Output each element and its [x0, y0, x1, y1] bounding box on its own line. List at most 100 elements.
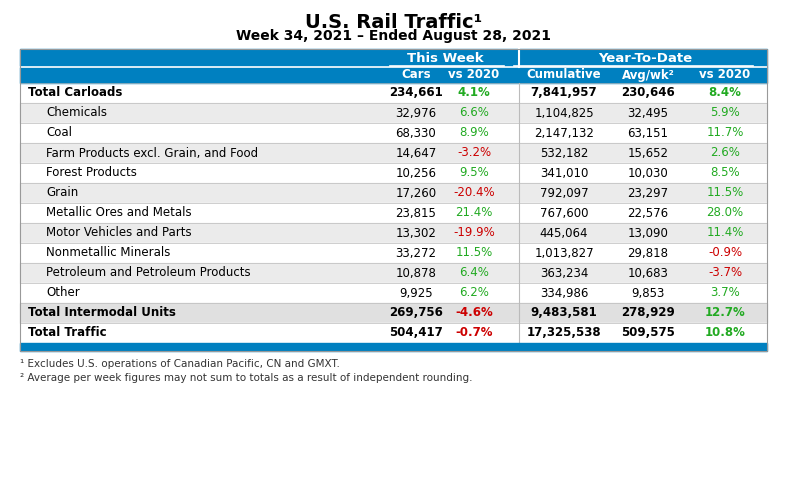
- Text: -3.2%: -3.2%: [457, 147, 491, 160]
- Text: 8.5%: 8.5%: [710, 166, 740, 179]
- Bar: [20, 323, 767, 343]
- Text: 68,330: 68,330: [396, 127, 436, 140]
- Text: Motor Vehicles and Parts: Motor Vehicles and Parts: [46, 227, 191, 240]
- Text: 22,576: 22,576: [627, 206, 669, 220]
- Bar: [20, 263, 767, 283]
- Text: 11.5%: 11.5%: [707, 186, 744, 199]
- Bar: [20, 243, 767, 263]
- Text: Week 34, 2021 – Ended August 28, 2021: Week 34, 2021 – Ended August 28, 2021: [236, 29, 551, 43]
- Text: 2,147,132: 2,147,132: [534, 127, 594, 140]
- Text: 29,818: 29,818: [627, 247, 668, 259]
- Text: Forest Products: Forest Products: [46, 166, 137, 179]
- Text: -0.9%: -0.9%: [708, 247, 742, 259]
- Text: 23,297: 23,297: [627, 186, 669, 199]
- Bar: [20, 223, 767, 243]
- Text: Cars: Cars: [401, 69, 430, 82]
- Text: vs 2020: vs 2020: [700, 69, 751, 82]
- Text: 269,756: 269,756: [389, 307, 443, 320]
- Text: 10,030: 10,030: [627, 166, 668, 179]
- Text: vs 2020: vs 2020: [449, 69, 500, 82]
- Text: 1,104,825: 1,104,825: [534, 106, 594, 119]
- Text: 28.0%: 28.0%: [707, 206, 744, 220]
- Text: 767,600: 767,600: [540, 206, 588, 220]
- Bar: [20, 303, 767, 323]
- Text: 10.8%: 10.8%: [704, 327, 745, 339]
- Text: Total Traffic: Total Traffic: [28, 327, 106, 339]
- Text: 11.7%: 11.7%: [706, 127, 744, 140]
- Text: 9,853: 9,853: [631, 286, 665, 300]
- Text: -0.7%: -0.7%: [455, 327, 493, 339]
- Text: 2.6%: 2.6%: [710, 147, 740, 160]
- Text: ¹ Excludes U.S. operations of Canadian Pacific, CN and GMXT.: ¹ Excludes U.S. operations of Canadian P…: [20, 359, 340, 369]
- Text: 445,064: 445,064: [540, 227, 588, 240]
- Text: 5.9%: 5.9%: [710, 106, 740, 119]
- Bar: [20, 203, 767, 223]
- Text: -3.7%: -3.7%: [708, 266, 742, 279]
- Bar: [20, 343, 767, 351]
- Text: 10,256: 10,256: [396, 166, 437, 179]
- Bar: [20, 163, 767, 183]
- Text: 33,272: 33,272: [396, 247, 437, 259]
- Text: Avg/wk²: Avg/wk²: [622, 69, 674, 82]
- Text: Coal: Coal: [46, 127, 72, 140]
- Bar: [20, 83, 767, 103]
- Text: 6.2%: 6.2%: [459, 286, 489, 300]
- Bar: [20, 49, 767, 67]
- Text: Farm Products excl. Grain, and Food: Farm Products excl. Grain, and Food: [46, 147, 258, 160]
- Text: 532,182: 532,182: [540, 147, 588, 160]
- Text: 14,647: 14,647: [395, 147, 437, 160]
- Bar: [20, 67, 767, 83]
- Text: Metallic Ores and Metals: Metallic Ores and Metals: [46, 206, 191, 220]
- Text: 10,878: 10,878: [396, 266, 437, 279]
- Text: -4.6%: -4.6%: [455, 307, 493, 320]
- Text: 63,151: 63,151: [627, 127, 668, 140]
- Text: Chemicals: Chemicals: [46, 106, 107, 119]
- Text: 12.7%: 12.7%: [704, 307, 745, 320]
- Text: 792,097: 792,097: [540, 186, 589, 199]
- Text: 363,234: 363,234: [540, 266, 588, 279]
- Text: Petroleum and Petroleum Products: Petroleum and Petroleum Products: [46, 266, 250, 279]
- Text: 7,841,957: 7,841,957: [530, 86, 597, 99]
- Text: 9,483,581: 9,483,581: [530, 307, 597, 320]
- Text: 6.6%: 6.6%: [459, 106, 489, 119]
- Bar: [20, 183, 767, 203]
- Bar: [20, 49, 767, 351]
- Text: -20.4%: -20.4%: [453, 186, 495, 199]
- Text: Grain: Grain: [46, 186, 78, 199]
- Text: 32,495: 32,495: [627, 106, 668, 119]
- Text: Cumulative: Cumulative: [527, 69, 601, 82]
- Text: 11.4%: 11.4%: [706, 227, 744, 240]
- Text: Total Carloads: Total Carloads: [28, 86, 122, 99]
- Text: 230,646: 230,646: [621, 86, 675, 99]
- Text: 21.4%: 21.4%: [456, 206, 493, 220]
- Text: ² Average per week figures may not sum to totals as a result of independent roun: ² Average per week figures may not sum t…: [20, 373, 472, 383]
- Text: Nonmetallic Minerals: Nonmetallic Minerals: [46, 247, 170, 259]
- Bar: [20, 283, 767, 303]
- Text: 1,013,827: 1,013,827: [534, 247, 594, 259]
- Bar: [20, 103, 767, 123]
- Text: 504,417: 504,417: [389, 327, 443, 339]
- Bar: [20, 123, 767, 143]
- Text: 15,652: 15,652: [627, 147, 668, 160]
- Text: 509,575: 509,575: [621, 327, 675, 339]
- Text: 10,683: 10,683: [627, 266, 668, 279]
- Text: 3.7%: 3.7%: [710, 286, 740, 300]
- Text: Total Intermodal Units: Total Intermodal Units: [28, 307, 176, 320]
- Text: -19.9%: -19.9%: [453, 227, 495, 240]
- Text: 4.1%: 4.1%: [457, 86, 490, 99]
- Text: 13,302: 13,302: [396, 227, 437, 240]
- Text: 9,925: 9,925: [399, 286, 433, 300]
- Text: U.S. Rail Traffic¹: U.S. Rail Traffic¹: [305, 13, 482, 32]
- Text: 13,090: 13,090: [627, 227, 668, 240]
- Text: Year-To-Date: Year-To-Date: [599, 52, 693, 65]
- Text: 334,986: 334,986: [540, 286, 588, 300]
- Text: 234,661: 234,661: [389, 86, 443, 99]
- Text: 9.5%: 9.5%: [459, 166, 489, 179]
- Text: 278,929: 278,929: [621, 307, 675, 320]
- Text: This Week: This Week: [407, 52, 483, 65]
- Bar: [20, 143, 767, 163]
- Text: Other: Other: [46, 286, 79, 300]
- Text: 8.9%: 8.9%: [459, 127, 489, 140]
- Text: 23,815: 23,815: [396, 206, 437, 220]
- Text: 32,976: 32,976: [395, 106, 437, 119]
